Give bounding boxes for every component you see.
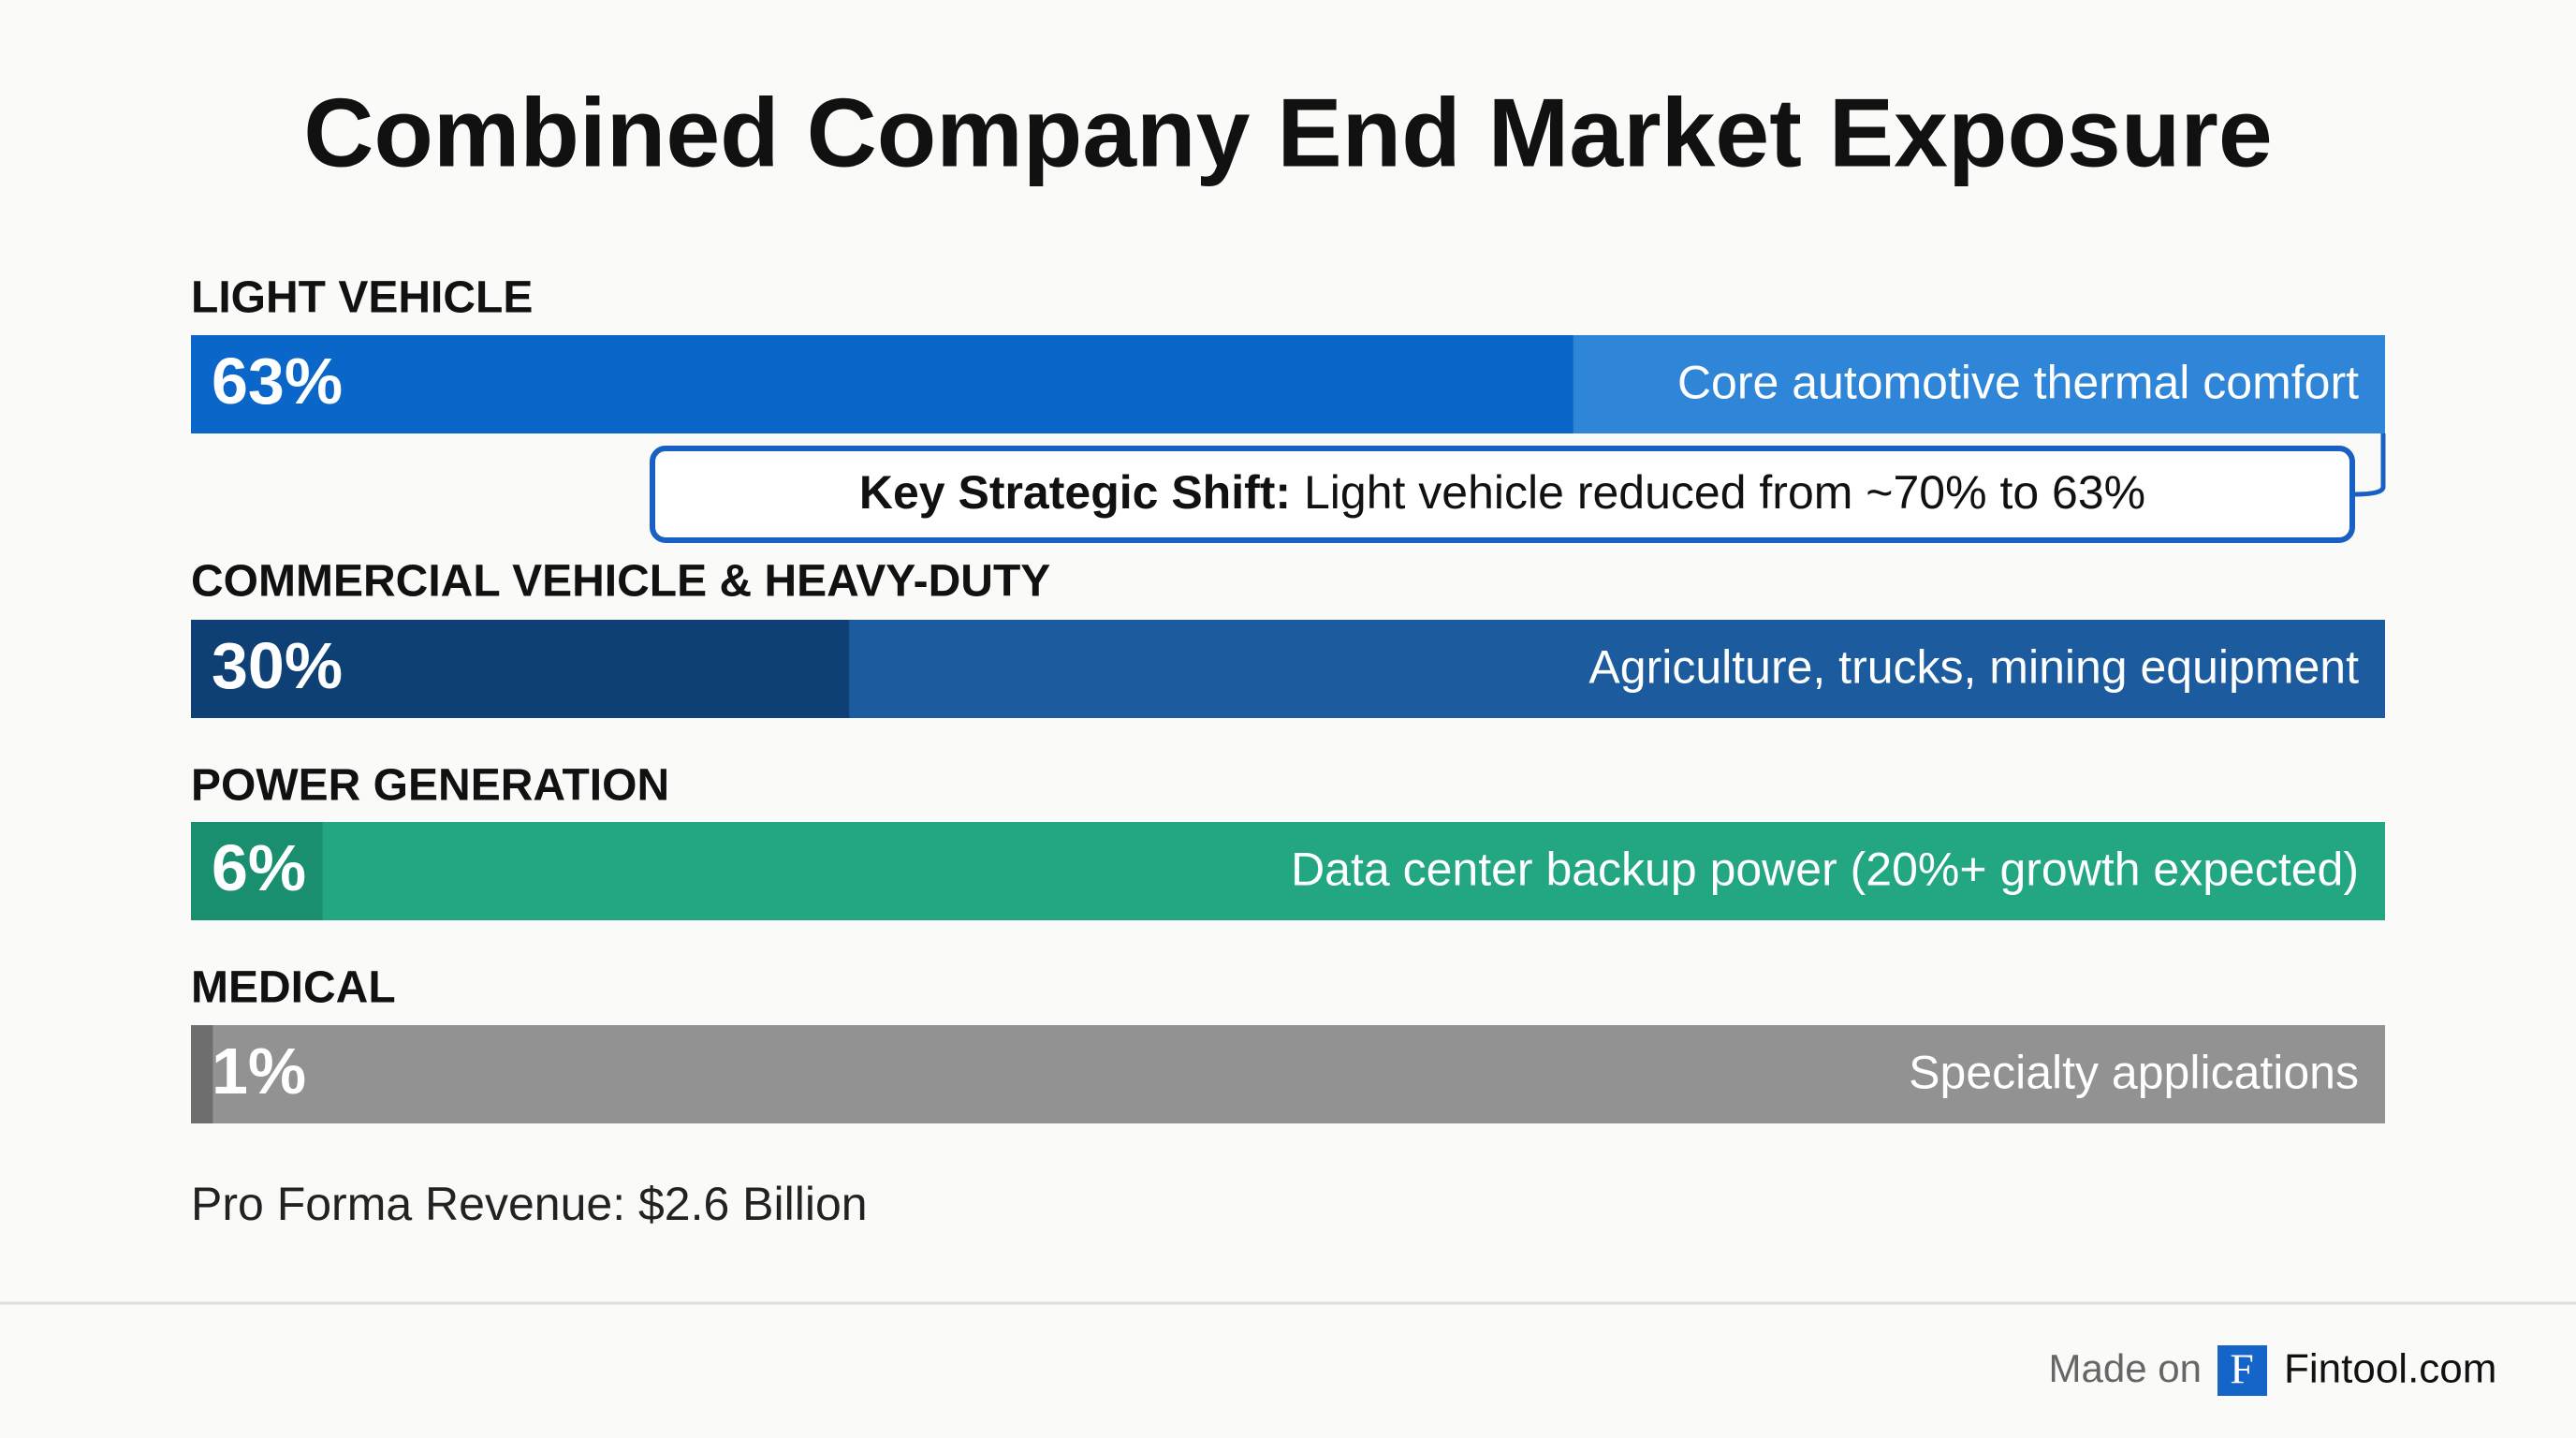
bar [191,822,323,920]
value-label: 1% [212,1034,306,1108]
bar [191,1025,213,1123]
bar-description: Agriculture, trucks, mining equipment [1588,641,2359,694]
annotation-connector [2353,433,2386,497]
bar [191,620,850,718]
category-label: POWER GENERATION [191,761,669,811]
brand[interactable]: Fintool.com [2284,1346,2496,1392]
category-label: COMMERCIAL VEHICLE & HEAVY-DUTY [191,557,1050,607]
value-label: 63% [212,345,343,418]
annotation-text: Light vehicle reduced from ~70% to 63% [1304,466,2145,519]
bar-description: Specialty applications [1909,1047,2359,1099]
category-label: MEDICAL [191,963,396,1013]
annotation-label: Key Strategic Shift: [859,466,1291,519]
bar-track [191,822,2385,920]
logo-box [2217,1345,2267,1396]
annotation-box [650,446,2355,543]
logo: F [2230,1345,2254,1393]
chart-title: Combined Company End Market Exposure [303,79,2272,187]
value-label: 6% [212,831,306,904]
footer-prefix: Made on [2049,1346,2202,1390]
bar-description: Data center backup power (20%+ growth ex… [1291,844,2359,896]
annotation: Key Strategic Shift: Light vehicle reduc… [859,466,2145,519]
value-label: 30% [212,629,343,702]
footnote: Pro Forma Revenue: $2.6 Billion [191,1178,868,1230]
category-label: LIGHT VEHICLE [191,273,533,323]
bar-description: Core automotive thermal comfort [1677,357,2359,409]
bar [191,335,1573,433]
bar-track [191,1025,2385,1123]
